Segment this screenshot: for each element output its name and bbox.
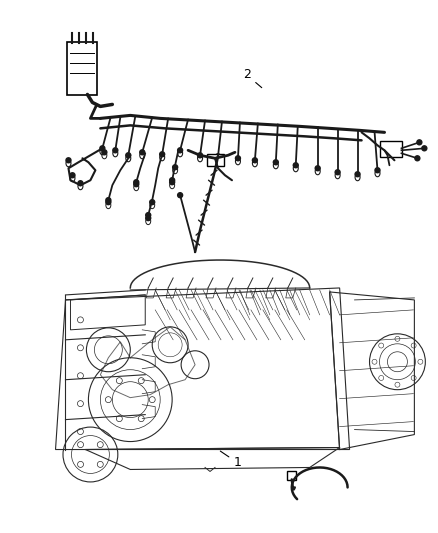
Circle shape	[236, 156, 240, 161]
Circle shape	[422, 146, 427, 151]
Circle shape	[106, 200, 111, 205]
Circle shape	[415, 156, 420, 161]
Circle shape	[134, 182, 139, 187]
Circle shape	[113, 148, 118, 153]
Circle shape	[315, 166, 320, 171]
Circle shape	[417, 140, 422, 145]
Circle shape	[102, 150, 107, 155]
Circle shape	[100, 146, 105, 151]
Circle shape	[173, 165, 178, 169]
Circle shape	[78, 181, 83, 185]
Circle shape	[70, 173, 75, 177]
Circle shape	[198, 153, 202, 158]
Circle shape	[146, 213, 151, 217]
Circle shape	[170, 180, 175, 185]
FancyBboxPatch shape	[207, 154, 224, 166]
Circle shape	[252, 158, 258, 163]
Circle shape	[178, 193, 183, 198]
Circle shape	[375, 168, 380, 173]
Circle shape	[293, 163, 298, 168]
Circle shape	[66, 158, 71, 163]
Circle shape	[150, 200, 155, 205]
Text: 2: 2	[243, 69, 262, 87]
Circle shape	[160, 152, 165, 157]
Circle shape	[215, 154, 220, 159]
Circle shape	[355, 172, 360, 177]
Circle shape	[126, 153, 131, 158]
Circle shape	[140, 150, 145, 155]
Circle shape	[178, 148, 183, 153]
Circle shape	[106, 198, 111, 203]
FancyBboxPatch shape	[67, 42, 97, 95]
Circle shape	[146, 216, 151, 221]
Circle shape	[273, 160, 278, 165]
FancyBboxPatch shape	[381, 141, 403, 157]
Circle shape	[170, 177, 175, 183]
Circle shape	[134, 180, 139, 185]
FancyBboxPatch shape	[287, 471, 296, 480]
Circle shape	[335, 169, 340, 175]
Text: 1: 1	[220, 451, 242, 470]
